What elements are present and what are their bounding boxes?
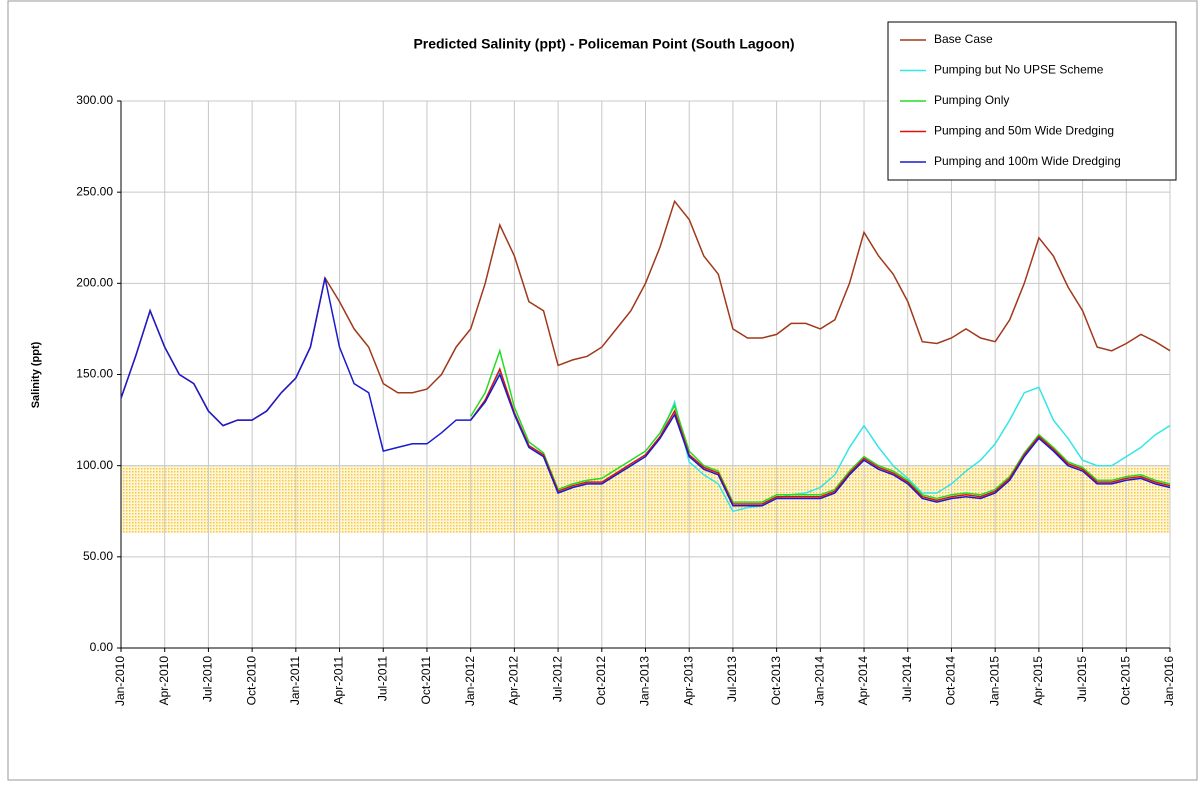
x-tick-label: Jan-2013 bbox=[638, 656, 652, 706]
y-tick-label: 50.00 bbox=[83, 549, 113, 563]
x-tick-label: Oct-2012 bbox=[594, 656, 608, 706]
legend-label: Pumping but No UPSE Scheme bbox=[934, 63, 1104, 77]
x-tick-label: Apr-2011 bbox=[332, 656, 346, 705]
y-tick-label: 200.00 bbox=[76, 276, 113, 290]
x-tick-label: Apr-2013 bbox=[681, 656, 695, 706]
series-line bbox=[120, 277, 1171, 507]
y-tick-label: 0.00 bbox=[90, 640, 114, 654]
x-tick-label: Apr-2014 bbox=[856, 656, 870, 706]
x-tick-label: Jan-2012 bbox=[463, 656, 477, 706]
x-tick-label: Jan-2014 bbox=[813, 656, 827, 706]
x-tick-label: Oct-2010 bbox=[244, 656, 258, 706]
y-tick-label: 300.00 bbox=[76, 93, 113, 107]
x-tick-label: Jan-2010 bbox=[113, 656, 127, 706]
x-tick-label: Oct-2011 bbox=[419, 656, 433, 705]
y-tick-label: 150.00 bbox=[76, 367, 113, 381]
chart-frame bbox=[7, 0, 1198, 781]
x-tick-label: Jul-2014 bbox=[900, 656, 914, 702]
legend-label: Pumping and 50m Wide Dredging bbox=[934, 124, 1114, 138]
x-tick-label: Jul-2012 bbox=[550, 656, 564, 702]
series-line bbox=[470, 348, 1171, 503]
chart-title: Predicted Salinity (ppt) - Policeman Poi… bbox=[413, 36, 794, 52]
legend-label: Pumping Only bbox=[934, 93, 1009, 107]
x-tick-label: Jan-2015 bbox=[987, 656, 1001, 706]
x-tick-label: Oct-2013 bbox=[769, 656, 783, 706]
y-axis-label: Salinity (ppt) bbox=[30, 341, 42, 408]
series-line bbox=[470, 366, 1171, 505]
legend-label: Base Case bbox=[934, 32, 993, 46]
x-tick-label: Jul-2011 bbox=[375, 656, 389, 701]
x-tick-label: Apr-2015 bbox=[1031, 656, 1045, 706]
legend-label: Pumping and 100m Wide Dredging bbox=[934, 154, 1121, 168]
x-tick-label: Jul-2015 bbox=[1075, 656, 1089, 702]
x-tick-label: Apr-2010 bbox=[157, 656, 171, 706]
y-tick-label: 100.00 bbox=[76, 458, 113, 472]
x-tick-label: Oct-2014 bbox=[944, 656, 958, 706]
x-tick-label: Jul-2013 bbox=[725, 656, 739, 702]
x-tick-label: Oct-2015 bbox=[1118, 656, 1132, 706]
x-tick-label: Apr-2012 bbox=[507, 656, 521, 706]
x-tick-label: Jan-2016 bbox=[1162, 656, 1176, 706]
y-tick-label: 250.00 bbox=[76, 184, 113, 198]
legend-box bbox=[887, 21, 1177, 181]
x-tick-label: Jan-2011 bbox=[288, 656, 302, 705]
x-tick-label: Jul-2010 bbox=[201, 656, 215, 702]
